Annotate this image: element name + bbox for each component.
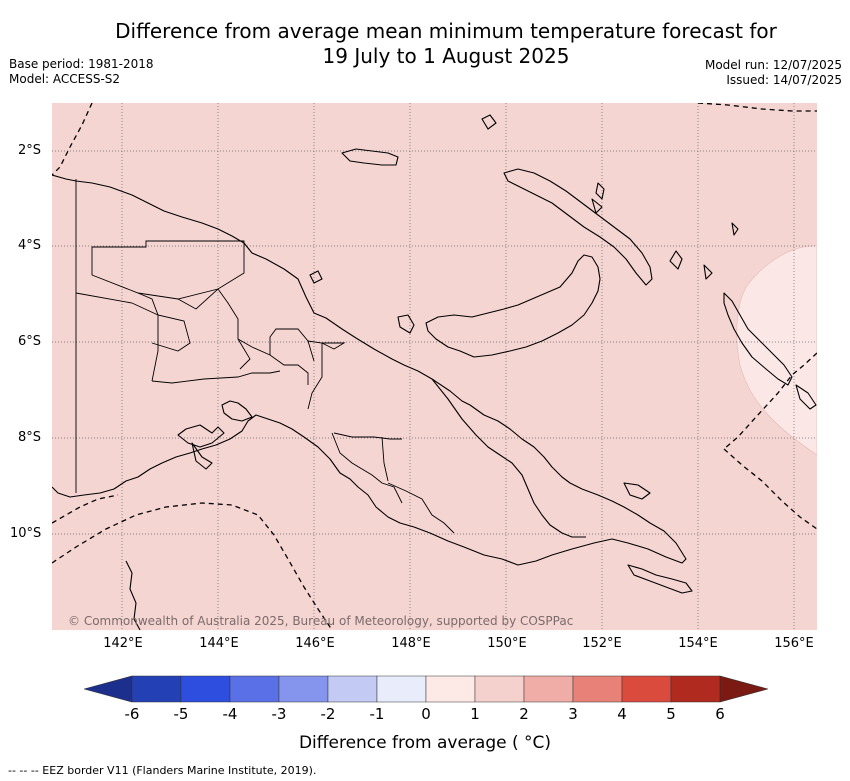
colorbar-tick-label: -1 xyxy=(369,705,385,723)
chart-title: Difference from average mean minimum tem… xyxy=(90,19,802,69)
copyright-notice: © Commonwealth of Australia 2025, Bureau… xyxy=(68,614,574,628)
model-run: Model run: 12/07/2025 xyxy=(704,58,842,72)
colorbar-segment xyxy=(425,675,476,703)
colorbar-tick-label: -2 xyxy=(320,705,336,723)
lon-label-154e: 154°E xyxy=(678,636,718,651)
colorbar-tick-label: 6 xyxy=(715,705,725,723)
base-period: Base period: 1981-2018 xyxy=(9,57,154,71)
forecast-map xyxy=(52,103,817,630)
colorbar-segment xyxy=(523,675,574,703)
model-name: Model: ACCESS-S2 xyxy=(9,72,121,86)
lat-label-2s: 2°S xyxy=(18,143,42,158)
lon-label-146e: 146°E xyxy=(295,636,335,651)
colorbar-segment xyxy=(327,675,378,703)
issued-date: Issued: 14/07/2025 xyxy=(726,73,842,87)
map-background xyxy=(52,103,817,630)
lon-label-152e: 152°E xyxy=(582,636,622,651)
eez-borders xyxy=(52,103,817,630)
colorbar-arrow-low xyxy=(84,675,133,703)
colorbar-tick-label: 2 xyxy=(519,705,529,723)
colorbar-segment xyxy=(621,675,672,703)
title-line-2: 19 July to 1 August 2025 xyxy=(322,44,570,68)
new-guinea-coast xyxy=(52,174,687,566)
title-line-1: Difference from average mean minimum tem… xyxy=(115,19,777,43)
new-ireland-coast xyxy=(503,168,653,286)
colorbar-segment xyxy=(131,675,182,703)
colorbar-tick-label: -3 xyxy=(271,705,287,723)
lat-label-8s: 8°S xyxy=(18,430,42,445)
new-britain-coast xyxy=(425,254,601,358)
colorbar-label: Difference from average ( °C) xyxy=(298,733,552,753)
meta-left: Base period: 1981-2018 Model: ACCESS-S2 xyxy=(9,57,154,87)
eez-footnote: -- -- -- EEZ border V11 (Flanders Marine… xyxy=(8,764,317,777)
lat-label-4s: 4°S xyxy=(18,238,42,253)
meta-right: Model run: 12/07/2025 Issued: 14/07/2025 xyxy=(705,58,842,88)
colorbar xyxy=(84,675,768,703)
colorbar-segment xyxy=(180,675,231,703)
colorbar-tick-label: 5 xyxy=(666,705,676,723)
colorbar-segment xyxy=(376,675,427,703)
lon-label-148e: 148°E xyxy=(391,636,431,651)
lon-label-144e: 144°E xyxy=(199,636,239,651)
colorbar-tick-label: 1 xyxy=(470,705,480,723)
bougainville-coast xyxy=(723,292,793,386)
internal-borders xyxy=(75,179,455,534)
warm-anomaly-zone xyxy=(736,245,817,456)
lat-label-6s: 6°S xyxy=(18,334,42,349)
lon-label-150e: 150°E xyxy=(487,636,527,651)
colorbar-segment xyxy=(474,675,525,703)
colorbar-segment xyxy=(670,675,721,703)
colorbar-segment xyxy=(572,675,623,703)
colorbar-arrow-high xyxy=(719,675,768,703)
colorbar-tick-label: -4 xyxy=(222,705,238,723)
coastlines xyxy=(52,114,817,630)
colorbar-tick-label: -6 xyxy=(124,705,140,723)
lon-label-156e: 156°E xyxy=(774,636,814,651)
lon-label-142e: 142°E xyxy=(103,636,143,651)
lat-label-10s: 10°S xyxy=(10,526,42,541)
colorbar-tick-label: -5 xyxy=(173,705,189,723)
colorbar-segment xyxy=(229,675,280,703)
colorbar-segment xyxy=(278,675,329,703)
colorbar-tick-label: 4 xyxy=(617,705,627,723)
colorbar-tick-label: 3 xyxy=(568,705,578,723)
colorbar-tick-label: 0 xyxy=(421,705,431,723)
